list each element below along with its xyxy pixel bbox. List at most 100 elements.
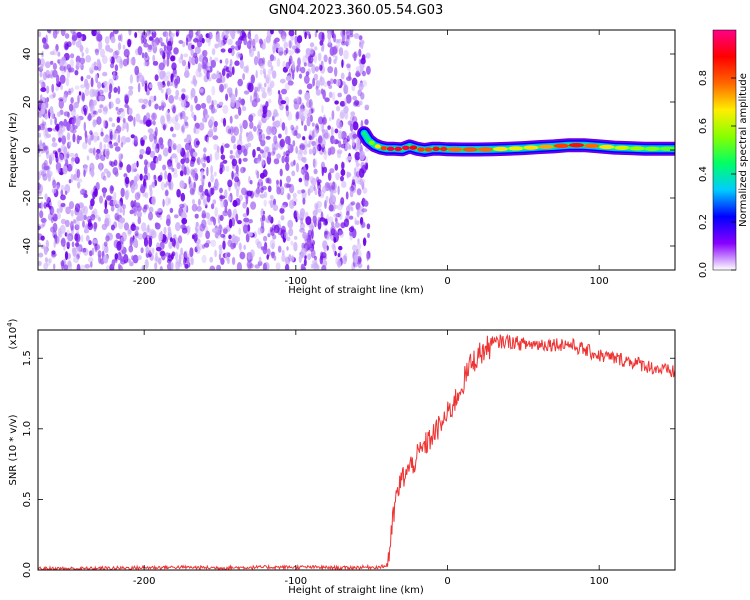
noise-speckle [283,41,288,50]
noise-speckle [359,178,363,186]
noise-speckle [42,37,47,44]
noise-speckle [272,70,277,79]
noise-speckle [188,30,194,39]
noise-speckle [232,30,237,34]
noise-speckle [64,232,68,237]
noise-speckle [202,175,206,179]
signal-track-cell [432,146,440,151]
noise-speckle [74,203,81,213]
noise-speckle [364,119,369,125]
noise-speckle [106,170,111,178]
noise-speckle [196,40,203,48]
noise-speckle [320,161,326,171]
noise-speckle [38,260,42,267]
noise-speckle [333,78,337,85]
noise-speckle [97,81,102,89]
noise-speckle [353,254,359,264]
noise-speckle [220,199,226,208]
noise-speckle [348,226,354,233]
noise-speckle [123,173,128,178]
noise-speckle [227,38,233,46]
noise-speckle [172,143,177,151]
noise-speckle [269,199,274,209]
noise-speckle [165,218,171,227]
noise-speckle [339,47,343,57]
noise-speckle [165,109,170,119]
noise-speckle [158,174,163,181]
noise-speckle [355,66,362,72]
noise-speckle [261,214,266,222]
noise-speckle [220,154,226,160]
noise-speckle [249,49,254,58]
noise-speckle [189,184,193,190]
noise-speckle [288,40,292,49]
noise-speckle [73,256,79,264]
noise-speckle [133,238,139,248]
noise-speckle [86,74,91,80]
noise-speckle [109,144,114,149]
noise-speckle [51,83,55,93]
noise-speckle [273,158,280,165]
noise-speckle [42,121,47,126]
colorbar: 0.0 0.2 0.4 0.6 0.8 Normalized spectral ampl… [698,29,749,278]
noise-speckle [88,138,92,146]
noise-speckle [290,124,295,131]
noise-speckle [288,30,295,37]
noise-speckle [84,190,88,195]
noise-speckle [119,217,126,224]
noise-speckle [252,45,256,52]
noise-speckle [312,147,315,155]
noise-speckle [176,162,181,170]
noise-speckle [124,93,130,100]
noise-speckle [230,135,236,144]
noise-speckle [214,249,217,258]
noise-speckle [281,122,286,131]
signal-track-cell [462,147,478,152]
noise-speckle [332,46,338,55]
noise-speckle [335,78,341,87]
noise-speckle [58,137,62,143]
colorbar-tick-label: 0.0 [698,262,709,278]
noise-speckle [38,171,41,181]
noise-speckle [167,108,170,114]
noise-speckle [300,263,305,270]
noise-speckle [247,31,252,40]
noise-speckle [229,115,233,124]
noise-speckle [186,134,191,140]
noise-speckle [108,101,114,109]
noise-speckle [309,47,314,55]
noise-speckle [362,70,366,77]
noise-speckle [252,149,256,158]
noise-speckle [94,91,98,98]
noise-speckle [149,150,156,158]
noise-speckle [307,253,312,261]
noise-speckle [145,119,152,127]
noise-speckle [102,175,107,181]
noise-speckle [104,199,108,210]
noise-speckle [364,104,370,109]
noise-speckle [246,190,253,197]
noise-speckle [357,238,360,244]
noise-speckle [280,215,285,221]
noise-speckle [231,170,234,180]
noise-speckle [120,153,124,159]
signal-track-cell [424,147,433,152]
noise-speckle [44,257,49,263]
noise-speckle [83,121,87,132]
noise-speckle [92,99,97,106]
noise-speckle [288,228,294,237]
noise-speckle [117,134,121,144]
noise-speckle [84,134,88,144]
noise-speckle [98,95,105,102]
noise-speckle [314,31,318,38]
noise-speckle [227,239,232,247]
noise-speckle [105,264,110,270]
noise-speckle [103,136,108,143]
noise-speckle [172,173,179,178]
noise-speckle [362,238,367,244]
noise-speckle [306,239,312,248]
noise-speckle [321,32,325,43]
noise-speckle [83,193,88,198]
colorbar-tick-label: 0.8 [698,70,709,86]
noise-speckle [201,213,207,219]
